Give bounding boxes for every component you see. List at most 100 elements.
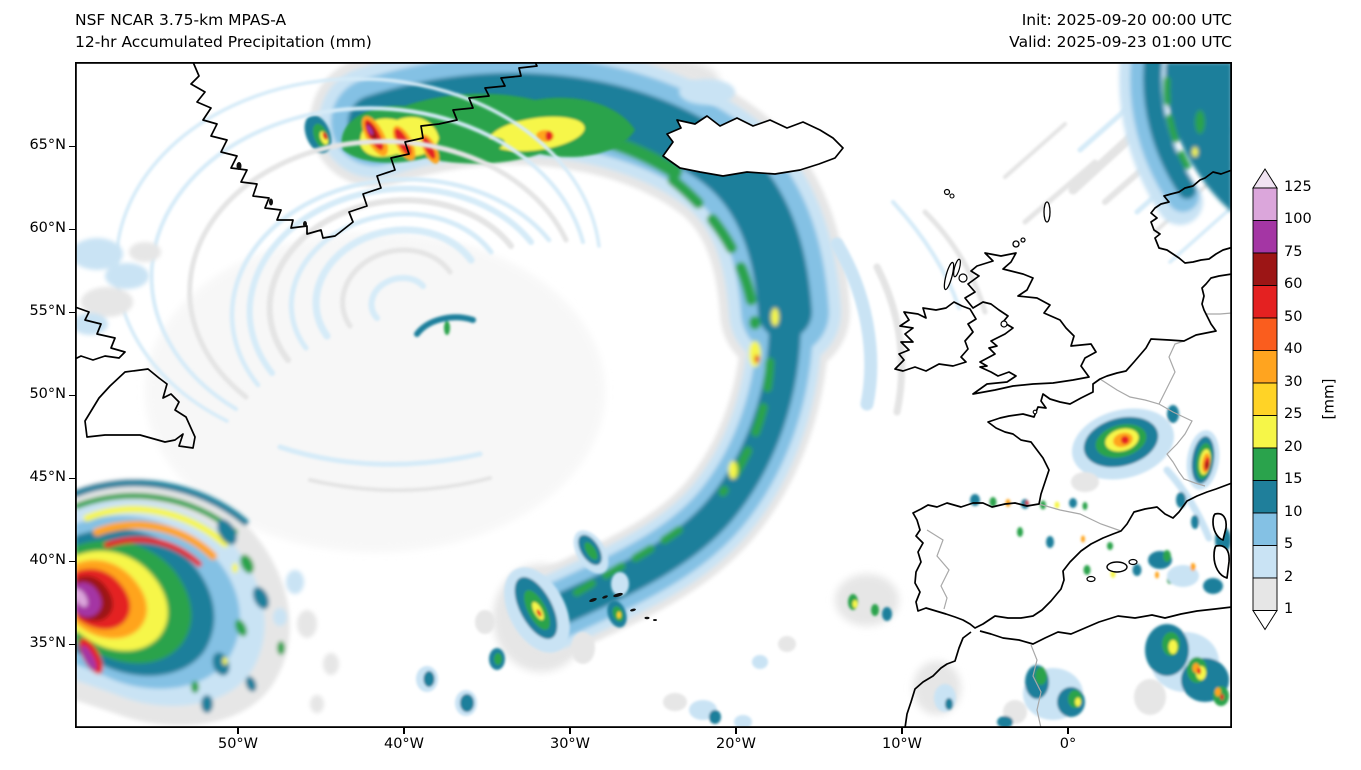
africa-med-coastline (979, 606, 1232, 645)
azores-island-2 (602, 595, 608, 599)
y-tick-label: 50°N (29, 385, 66, 402)
map-border (75, 62, 1232, 728)
y-tick-mark (69, 560, 75, 563)
colorbar-tick-label: 100 (1284, 211, 1312, 227)
colorbar-segment (1252, 317, 1278, 351)
colorbar-tick-label: 125 (1284, 178, 1312, 195)
azores-island-6 (653, 619, 657, 621)
time-block: Init: 2025-09-20 00:00 UTC Valid: 2025-0… (1009, 9, 1232, 54)
colorbar-tick-label: 1 (1284, 601, 1294, 617)
colorbar (1252, 168, 1278, 631)
y-tick-mark (69, 394, 75, 397)
precip-norway-coast (1119, 62, 1232, 225)
map-panel (75, 62, 1232, 728)
colorbar-segment (1252, 285, 1278, 319)
y-tick-mark (69, 228, 75, 231)
colorbar-segment (1252, 220, 1278, 254)
x-tick-mark (1067, 728, 1069, 734)
corsica-coastline (1212, 512, 1227, 541)
x-tick-mark (901, 728, 903, 734)
mallorca-coastline (1106, 561, 1128, 573)
faroe-islands-2 (949, 193, 955, 199)
azores-island (589, 597, 597, 603)
azores-island-3 (613, 592, 623, 598)
hebrides-coastline-2 (953, 258, 961, 278)
colorbar-segment (1252, 252, 1278, 286)
colorbar-unit-label: [mm] (1319, 378, 1338, 420)
colorbar-segment (1252, 382, 1278, 416)
faroe-islands (943, 188, 951, 196)
azores-island-4 (630, 608, 636, 612)
orkney-coastline-2 (1020, 237, 1026, 243)
y-tick-label: 55°N (29, 302, 66, 319)
colorbar-tick-label: 2 (1284, 568, 1294, 585)
europe-coastline (912, 273, 1232, 629)
colorbar-tick-label: 10 (1284, 503, 1303, 520)
colorbar-segment (1252, 187, 1278, 221)
x-tick-label: 20°W (715, 736, 757, 752)
menorca-coastline (1128, 558, 1138, 566)
y-tick-label: 40°N (29, 551, 66, 568)
x-tick-label: 0° (1059, 736, 1077, 752)
hebrides-coastline (943, 261, 955, 291)
y-tick-mark (69, 643, 75, 646)
colorbar-segment (1252, 350, 1278, 384)
title-block: NSF NCAR 3.75-km MPAS-A 12-hr Accumulate… (75, 9, 372, 54)
ibiza-coastline (1086, 575, 1096, 583)
colorbar-tick-label: 25 (1284, 406, 1303, 422)
x-tick-label: 30°W (549, 736, 591, 752)
colorbar-over-arrow (1252, 168, 1278, 189)
x-tick-mark (569, 728, 571, 734)
colorbar-tick-label: 50 (1284, 308, 1303, 325)
great-britain-coastline (964, 252, 1097, 395)
x-tick-label: 10°W (881, 736, 923, 752)
colorbar-segment (1252, 480, 1278, 514)
colorbar-under-arrow (1252, 610, 1278, 631)
y-tick-mark (69, 311, 75, 314)
init-time: Init: 2025-09-20 00:00 UTC (1021, 11, 1232, 29)
country-borders (926, 312, 1232, 728)
colorbar-segment (1252, 577, 1278, 611)
colorbar-tick-label: 5 (1284, 536, 1294, 552)
sardinia-coastline (1213, 544, 1230, 579)
precip-france-alps (1071, 405, 1220, 542)
colorbar-segment (1252, 415, 1278, 449)
precip-scattered-cells (416, 530, 892, 728)
colorbar-tick-label: 75 (1284, 243, 1303, 260)
precip-cyclone-spiral (114, 77, 601, 493)
isle-of-man-coastline (1000, 320, 1008, 328)
y-tick-label: 35°N (29, 634, 66, 651)
azores-island-5 (644, 616, 650, 620)
valid-time: Valid: 2025-09-23 01:00 UTC (1009, 33, 1232, 52)
orkney-coastline (1012, 240, 1020, 248)
colorbar-segment (1252, 447, 1278, 481)
colorbar-segment (1252, 545, 1278, 579)
colorbar-segment (1252, 512, 1278, 546)
product-title: 12-hr Accumulated Precipitation (mm) (75, 33, 372, 52)
iceland-coastline (662, 115, 844, 177)
ireland-coastline (894, 301, 977, 372)
colorbar-tick-label: 20 (1284, 438, 1303, 455)
islets (236, 162, 657, 621)
y-tick-label: 65°N (29, 136, 66, 153)
colorbar-tick-label: 40 (1284, 341, 1303, 357)
coastlines (75, 62, 1232, 728)
greenland-coastline (190, 62, 538, 239)
y-tick-label: 45°N (29, 468, 66, 485)
y-tick-mark (69, 145, 75, 148)
norway-coastline (1150, 169, 1232, 264)
newfoundland-coastline (84, 368, 196, 449)
labrador-coastline (75, 306, 126, 361)
colorbar-tick-label: 60 (1284, 276, 1303, 292)
x-tick-label: 50°W (217, 736, 259, 752)
shetland-coastline (1043, 201, 1051, 223)
precip-left-edge-patches (75, 79, 735, 335)
precip-newfoundland-system (75, 479, 339, 726)
colorbar-tick-label: 15 (1284, 471, 1303, 487)
colorbar-tick-label: 30 (1284, 373, 1303, 390)
x-tick-mark (403, 728, 405, 734)
precip-map (75, 62, 1232, 728)
skye-coastline (958, 273, 968, 283)
x-tick-mark (237, 728, 239, 734)
